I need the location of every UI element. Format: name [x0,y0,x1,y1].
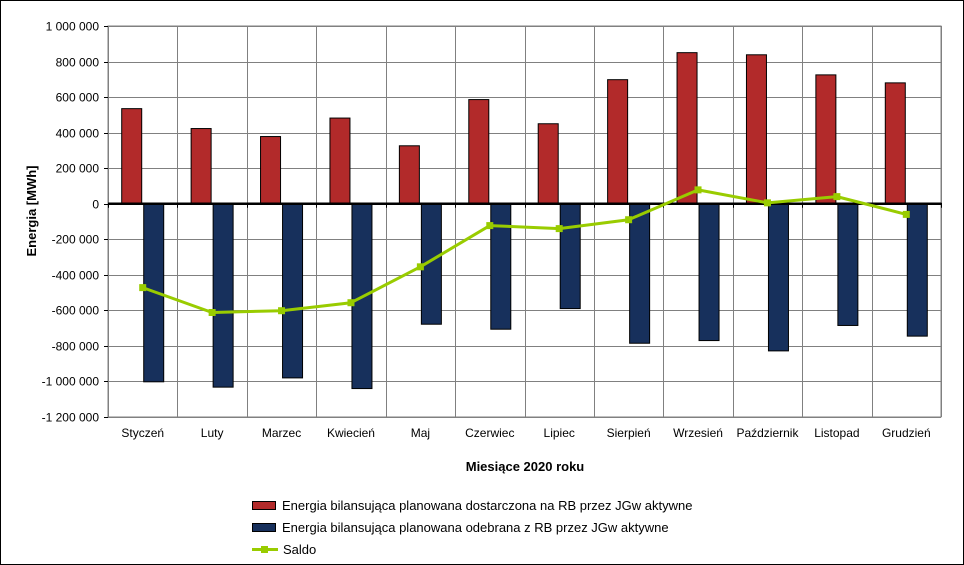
bar-delivered [884,82,906,205]
bar-received [767,203,789,352]
bar-received [282,203,304,379]
saldo-point [208,308,216,316]
bar-received [559,203,581,310]
bar-delivered [398,145,420,205]
x-tick-label: Październik [736,426,799,440]
bar-received [212,203,234,388]
saldo-point [763,199,771,207]
saldo-point [694,186,702,194]
legend-item-received: Energia bilansująca planowana odebrana z… [252,516,772,538]
grid-layer [104,25,942,418]
y-tick-label: 200 000 [56,162,100,176]
bar-received [629,203,651,344]
bar-delivered [329,117,351,205]
x-tick-label: Wrzesień [673,426,723,440]
saldo-point [902,210,910,218]
x-tick-label: Listopad [814,426,859,440]
x-tick-label: Marzec [262,426,301,440]
saldo-line [142,188,907,314]
bar-delivered [676,52,698,205]
y-tick-label: -600 000 [52,304,100,318]
y-tick-label: -1 200 000 [42,411,100,425]
bar-delivered [468,99,490,205]
y-axis-title: Energia [MWh] [24,166,39,257]
x-tick-label: Czerwiec [465,426,514,440]
bar-received [698,203,720,342]
bar-delivered [260,136,282,205]
bar-received [837,203,859,326]
saldo-point [486,222,494,230]
y-tick-label: -1 000 000 [42,375,100,389]
y-tick-label: 0 [92,198,99,212]
bar-delivered [537,123,559,205]
legend-label-received: Energia bilansująca planowana odebrana z… [282,519,669,535]
saldo-point [347,299,355,307]
x-axis-title: Miesiące 2020 roku [466,459,585,474]
saldo-point [139,284,147,292]
bar-delivered [815,74,837,205]
saldo-point [416,263,424,271]
legend-item-delivered: Energia bilansująca planowana dostarczon… [252,494,772,516]
legend-item-saldo: Saldo [252,538,772,560]
bar-received [490,203,512,330]
x-tick-label: Luty [201,426,224,440]
legend: Energia bilansująca planowana dostarczon… [252,494,772,560]
y-tick-label: -200 000 [52,233,100,247]
y-tick-label: 800 000 [56,56,100,70]
y-tick-label: 400 000 [56,127,100,141]
x-tick-label: Lipiec [544,426,575,440]
saldo-point [833,193,841,201]
bar-delivered [745,54,767,205]
y-tick-label: -800 000 [52,340,100,354]
saldo-point [555,225,563,233]
x-tick-label: Sierpień [607,426,651,440]
legend-swatch-received [252,522,276,532]
x-tick-label: Maj [411,426,430,440]
y-tick-label: 600 000 [56,91,100,105]
saldo-point [625,216,633,224]
legend-label-saldo: Saldo [283,541,317,557]
legend-label-delivered: Energia bilansująca planowana dostarczon… [282,497,693,513]
x-tick-label: Grudzień [882,426,931,440]
tick-layer: -1 200 000 -1 000 000 -800 000 -600 000 -400… [42,20,931,441]
legend-swatch-delivered [252,500,276,510]
line-layer [139,186,910,316]
bar-delivered [607,79,629,205]
saldo-point [278,307,286,315]
y-tick-label: -400 000 [52,269,100,283]
legend-line-saldo [252,545,278,554]
bar-delivered [121,108,143,205]
bar-received [906,203,928,337]
x-tick-label: Kwiecień [327,426,375,440]
y-tick-label: 1 000 000 [46,20,100,34]
x-tick-label: Styczeń [121,426,164,440]
bar-delivered [190,128,212,205]
